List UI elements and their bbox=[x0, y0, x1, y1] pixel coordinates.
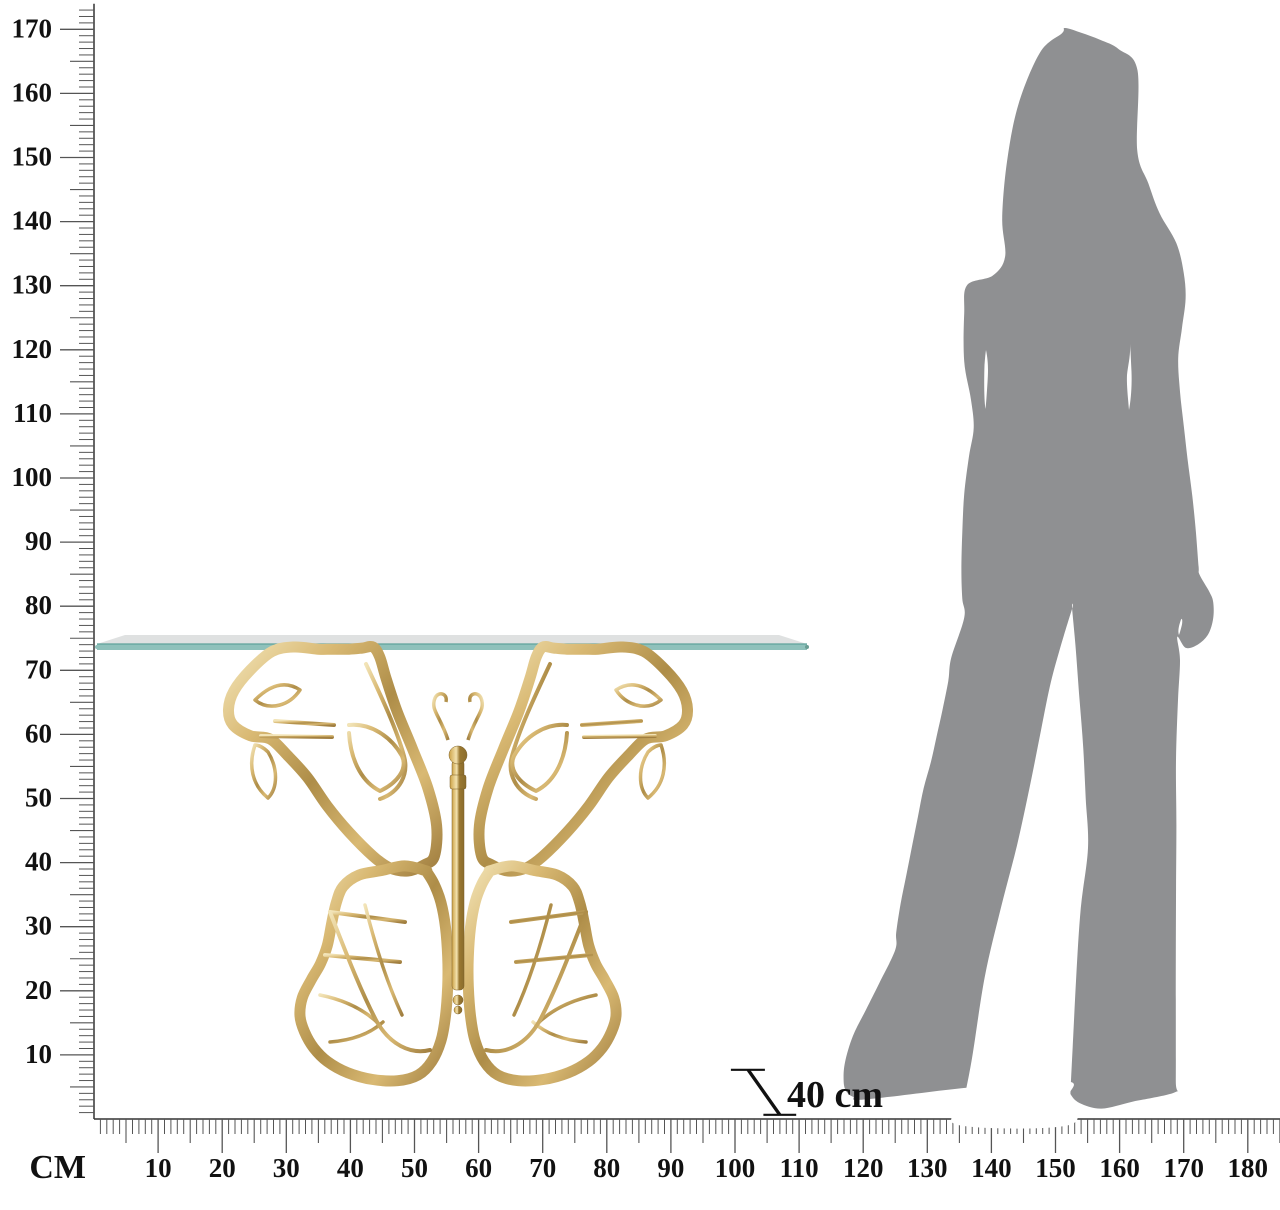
svg-text:160: 160 bbox=[12, 77, 53, 107]
svg-text:50: 50 bbox=[25, 783, 52, 813]
svg-text:90: 90 bbox=[25, 526, 52, 556]
svg-text:60: 60 bbox=[465, 1153, 492, 1183]
svg-text:120: 120 bbox=[843, 1153, 884, 1183]
svg-text:80: 80 bbox=[25, 590, 52, 620]
svg-text:160: 160 bbox=[1099, 1153, 1140, 1183]
svg-text:140: 140 bbox=[12, 206, 53, 236]
svg-text:40: 40 bbox=[337, 1153, 364, 1183]
svg-text:20: 20 bbox=[25, 975, 52, 1005]
svg-text:120: 120 bbox=[12, 334, 53, 364]
svg-text:180: 180 bbox=[1228, 1153, 1269, 1183]
svg-text:130: 130 bbox=[12, 270, 53, 300]
svg-text:10: 10 bbox=[145, 1153, 172, 1183]
svg-text:150: 150 bbox=[1035, 1153, 1076, 1183]
svg-text:100: 100 bbox=[12, 462, 53, 492]
svg-text:70: 70 bbox=[25, 654, 52, 684]
svg-text:30: 30 bbox=[25, 911, 52, 941]
svg-text:10: 10 bbox=[25, 1039, 52, 1069]
svg-text:150: 150 bbox=[12, 142, 53, 172]
svg-text:20: 20 bbox=[209, 1153, 236, 1183]
svg-text:80: 80 bbox=[593, 1153, 620, 1183]
svg-text:40 cm: 40 cm bbox=[787, 1074, 883, 1116]
svg-text:110: 110 bbox=[780, 1153, 819, 1183]
svg-text:110: 110 bbox=[13, 398, 52, 428]
svg-text:60: 60 bbox=[25, 718, 52, 748]
svg-text:CM: CM bbox=[29, 1149, 86, 1186]
svg-text:170: 170 bbox=[1163, 1153, 1204, 1183]
svg-text:140: 140 bbox=[971, 1153, 1012, 1183]
svg-text:170: 170 bbox=[12, 13, 53, 43]
svg-text:130: 130 bbox=[907, 1153, 948, 1183]
svg-text:70: 70 bbox=[529, 1153, 556, 1183]
svg-text:40: 40 bbox=[25, 847, 52, 877]
svg-text:100: 100 bbox=[715, 1153, 756, 1183]
svg-text:30: 30 bbox=[273, 1153, 300, 1183]
svg-text:90: 90 bbox=[657, 1153, 684, 1183]
svg-text:50: 50 bbox=[401, 1153, 428, 1183]
